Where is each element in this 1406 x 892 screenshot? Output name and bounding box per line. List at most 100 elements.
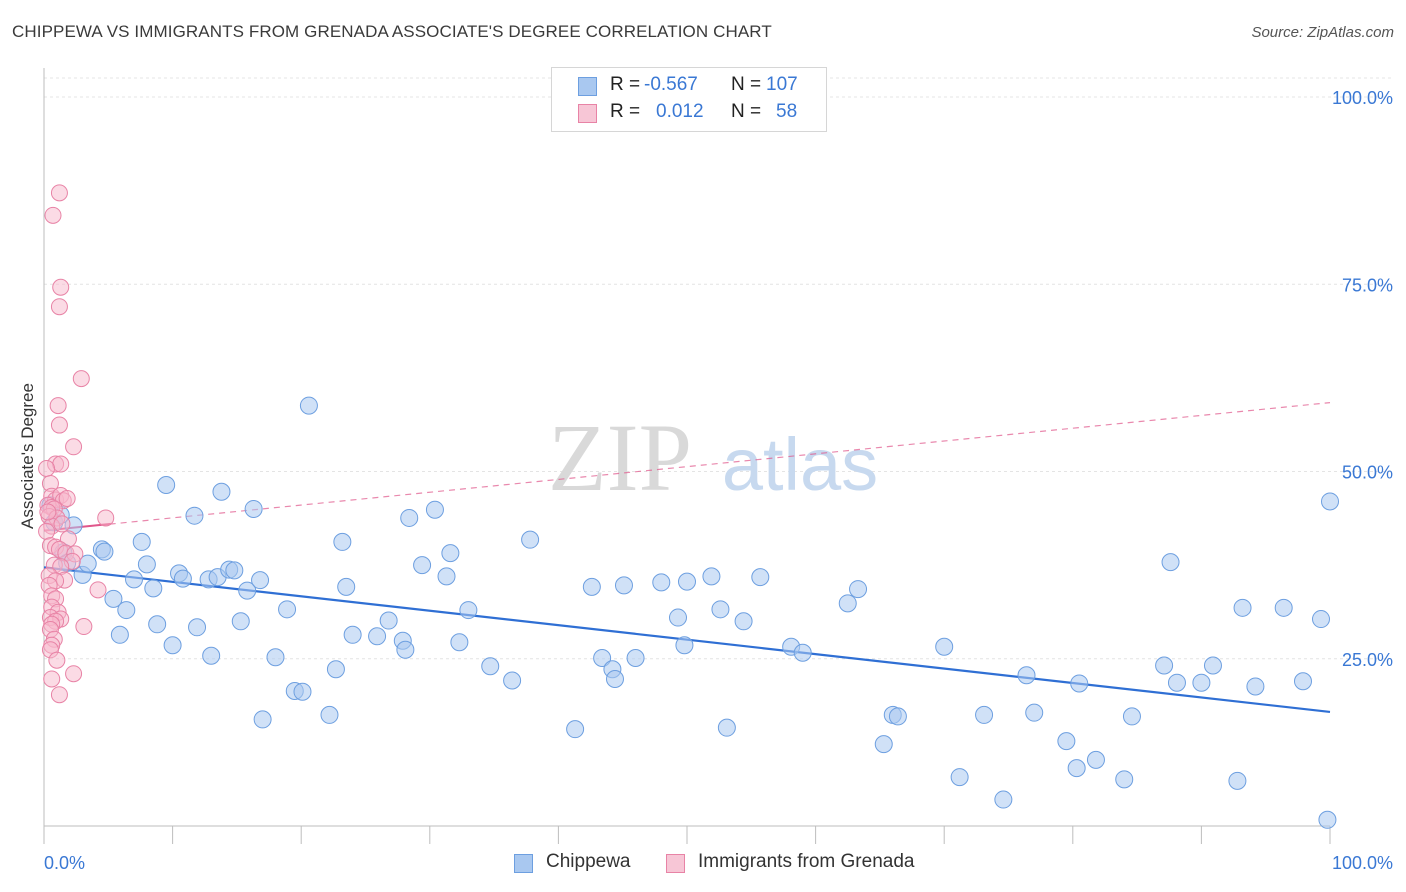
chippewa-point (1311, 610, 1330, 629)
y-tick-label: 75.0% (1342, 275, 1393, 295)
chippewa-point (521, 530, 540, 549)
grenada-point (48, 651, 66, 669)
grenada-point (38, 460, 56, 478)
grenada-swatch (578, 104, 597, 123)
grenada-point (38, 522, 56, 540)
chippewa-point (838, 594, 857, 613)
legend-row-grenada: R = 0.012 N = 58 (552, 101, 826, 127)
chippewa-point (1318, 810, 1337, 829)
grenada-legend-label: Immigrants from Grenada (698, 851, 915, 872)
chippewa-point (212, 482, 231, 501)
chippewa-point (188, 618, 207, 637)
chippewa-point (299, 396, 318, 415)
chippewa-point (614, 576, 633, 595)
chippewa-point (320, 705, 339, 724)
grenada-point (89, 581, 107, 599)
grenada-point (50, 416, 68, 434)
correlation-legend: R = -0.567 N = 107 R = 0.012 N = 58 (551, 67, 827, 132)
grenada-point (50, 686, 68, 704)
chippewa-point (1067, 759, 1086, 778)
chippewa-point (293, 682, 312, 701)
chippewa-point (652, 573, 671, 592)
chippewa-swatch (578, 77, 597, 96)
chippewa-point (425, 500, 444, 519)
chippewa-point (1122, 707, 1141, 726)
chippewa-point (251, 571, 270, 590)
chippewa-point (396, 640, 415, 659)
chippewa-point (379, 611, 398, 630)
chippewa-point (343, 625, 362, 644)
x-tick-label: 0.0% (44, 853, 85, 873)
chippewa-point (1274, 598, 1293, 617)
y-tick-label: 25.0% (1342, 650, 1393, 670)
chippewa-point (337, 577, 356, 596)
axis-labels: Associate's Degree 25.0% 50.0% 75.0% 100.0%… (18, 88, 1393, 873)
legend-n-label: N = (731, 101, 762, 122)
axes (43, 68, 1331, 844)
grenada-point (52, 455, 70, 473)
chippewa-point (137, 555, 156, 574)
chippewa-point (441, 544, 460, 563)
grenada-point (53, 515, 71, 533)
grenada-point (43, 670, 61, 688)
chippewa-point (1233, 598, 1252, 617)
chippewa-point (1161, 553, 1180, 572)
chippewa-point (675, 636, 694, 655)
legend-row-chippewa: R = -0.567 N = 107 (552, 74, 826, 100)
chippewa-point (1293, 672, 1312, 691)
chippewa-point (593, 649, 612, 668)
chippewa-point (95, 542, 114, 561)
chippewa-point (678, 572, 696, 591)
chippewa-point (368, 627, 387, 646)
legend-r-value: -0.567 (644, 74, 698, 95)
grenada-point (97, 509, 115, 527)
chippewa-point (1192, 673, 1211, 692)
legend-r-label: R = (610, 101, 641, 122)
y-tick-label: 100.0% (1332, 88, 1393, 108)
chippewa-legend-label: Chippewa (546, 851, 631, 872)
chippewa-point (668, 608, 687, 627)
chippewa-point (711, 600, 730, 619)
chippewa-point (459, 601, 478, 620)
grenada-point (65, 665, 83, 683)
chippewa-point (125, 570, 144, 589)
chippewa-point (244, 499, 263, 518)
chippewa-point (117, 601, 136, 620)
chippewa-point (717, 718, 736, 737)
chippewa-point (566, 720, 585, 739)
chippewa-point (994, 790, 1013, 809)
chippewa-point (225, 561, 244, 580)
chippewa-point (1086, 750, 1105, 769)
grenada-point (75, 618, 93, 636)
chippewa-point (888, 707, 907, 726)
chippewa-point (1057, 732, 1076, 751)
data-points (38, 184, 1339, 829)
chippewa-point (437, 567, 456, 586)
chart-title: CHIPPEWA VS IMMIGRANTS FROM GRENADA ASSO… (12, 22, 772, 41)
chippewa-point (333, 532, 352, 551)
grenada-point (72, 370, 90, 388)
chippewa-point (582, 577, 601, 596)
y-tick-label: 50.0% (1342, 463, 1393, 483)
grenada-point (50, 184, 68, 202)
legend-r-label: R = (610, 74, 641, 95)
chippewa-point (1155, 656, 1174, 675)
chippewa-point (326, 660, 345, 679)
chippewa-point (626, 649, 645, 668)
chippewa-point (481, 657, 500, 676)
watermark: ZIP atlas (548, 404, 878, 511)
grenada-legend-swatch (666, 854, 685, 873)
watermark-atlas: atlas (722, 423, 878, 506)
chippewa-legend-swatch (514, 854, 533, 873)
chippewa-point (874, 735, 893, 754)
chippewa-point (202, 646, 221, 665)
chippewa-point (935, 637, 954, 656)
legend-r-value: 0.012 (656, 101, 704, 122)
legend-n-value: 107 (766, 74, 798, 95)
chippewa-point (400, 508, 419, 527)
chippewa-point (1321, 492, 1339, 511)
source-label: Source: ZipAtlas.com (1251, 24, 1394, 41)
legend-n-label: N = (731, 74, 762, 95)
chippewa-point (793, 643, 812, 662)
